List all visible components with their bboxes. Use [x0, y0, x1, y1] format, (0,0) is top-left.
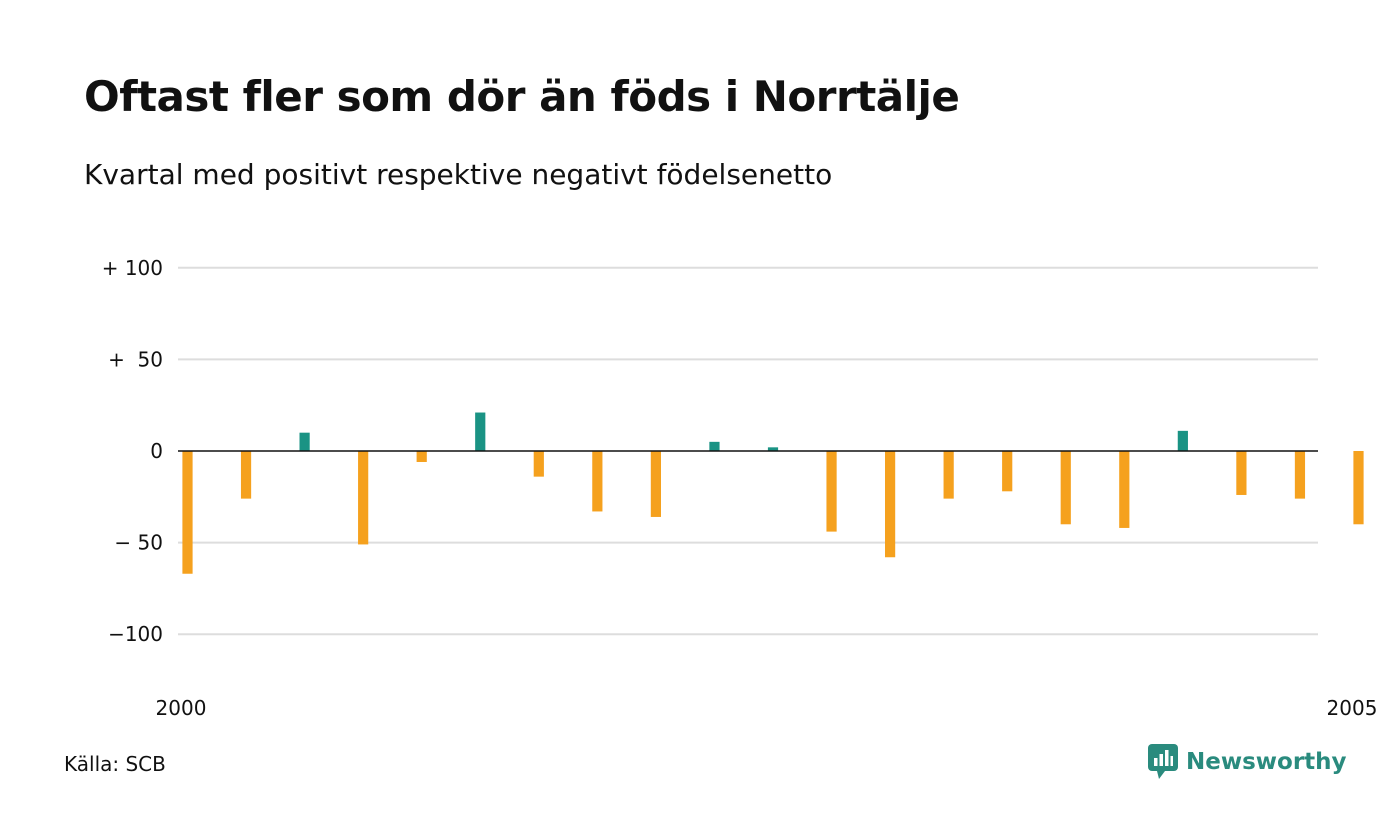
source-note: Källa: SCB	[64, 752, 166, 776]
bar	[767, 447, 779, 451]
bar	[1236, 451, 1247, 495]
bar	[416, 451, 427, 462]
bar	[1060, 451, 1071, 525]
bar	[182, 451, 193, 574]
bar	[1353, 451, 1364, 525]
bar	[475, 412, 486, 451]
bar	[592, 451, 603, 512]
chart-subtitle: Kvartal med positivt respektive negativt…	[84, 158, 833, 191]
bar	[358, 451, 369, 545]
bar	[240, 451, 252, 499]
bar	[709, 441, 720, 451]
bar	[299, 432, 310, 451]
bar	[885, 451, 896, 558]
brand-name: Newsworthy	[1186, 749, 1347, 775]
bar	[826, 451, 837, 532]
y-tick-label: + 50	[108, 347, 163, 371]
bar	[1002, 451, 1013, 492]
newsworthy-logo-icon	[1148, 744, 1178, 779]
bar	[533, 451, 544, 477]
bar	[943, 451, 954, 499]
y-tick-label: −100	[108, 622, 163, 646]
x-tick-label: 2005	[1327, 696, 1378, 720]
bar	[1294, 451, 1306, 499]
x-tick-label: 2000	[156, 696, 207, 720]
bar	[1119, 451, 1130, 528]
bar	[1177, 430, 1188, 451]
chart-title: Oftast fler som dör än föds i Norrtälje	[84, 72, 960, 121]
brand-logo: Newsworthy	[1148, 744, 1347, 780]
y-tick-label: 0	[150, 439, 163, 463]
y-tick-label: + 100	[102, 256, 163, 280]
bar	[650, 451, 661, 517]
y-tick-label: − 50	[114, 531, 163, 555]
